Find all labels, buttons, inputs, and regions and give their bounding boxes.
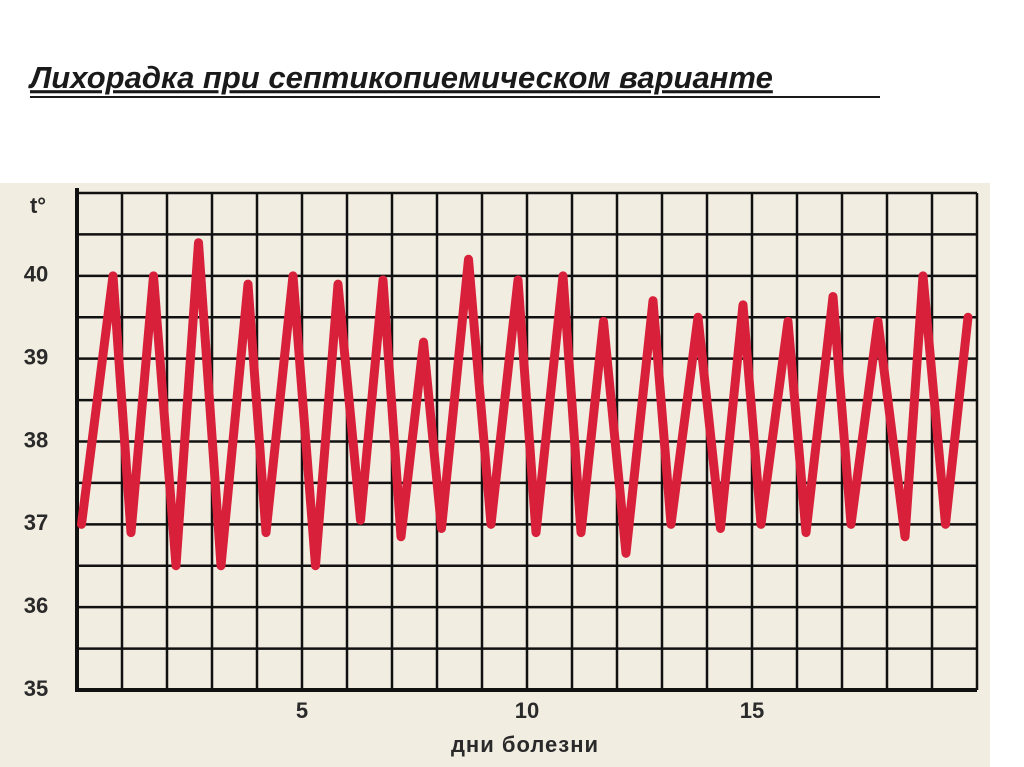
y-tick-label: 37: [24, 510, 48, 535]
y-axis-label: t°: [30, 193, 46, 218]
y-tick-label: 39: [24, 344, 48, 369]
y-tick-label: 40: [24, 262, 48, 287]
y-tick-label: 36: [24, 593, 48, 618]
chart-title: Лихорадка при септикопиемическом вариант…: [28, 60, 773, 95]
x-tick-label: 10: [515, 698, 539, 723]
data-line: [77, 238, 973, 571]
x-tick-label: 15: [740, 698, 764, 723]
x-axis-label: дни болезни: [451, 732, 599, 757]
x-tick-label: 5: [296, 698, 308, 723]
y-tick-label: 38: [24, 427, 48, 452]
y-tick-label: 35: [24, 676, 48, 701]
